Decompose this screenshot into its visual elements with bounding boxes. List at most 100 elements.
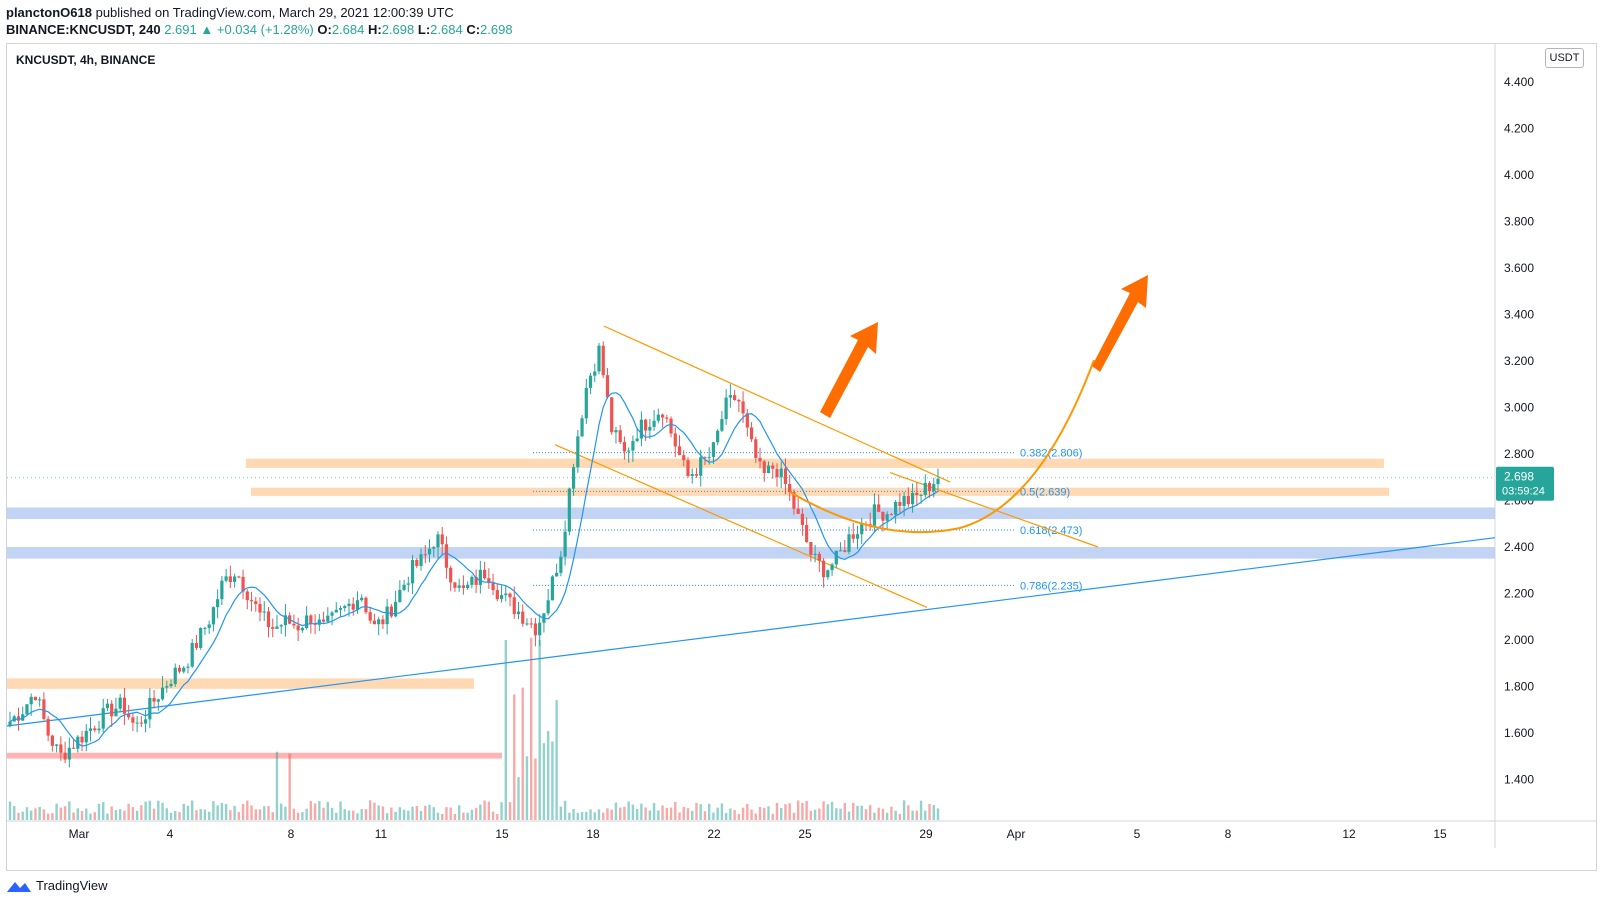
volume-bar	[847, 811, 851, 820]
candle-body	[211, 607, 215, 625]
candle-body	[923, 482, 927, 495]
volume-bar	[68, 801, 71, 820]
currency-button[interactable]: USDT	[1545, 48, 1584, 68]
volume-bar	[343, 809, 346, 820]
candle-body	[491, 583, 495, 591]
candle-body	[389, 606, 393, 617]
volume-bar	[826, 804, 830, 820]
candle-body	[482, 569, 487, 579]
candle-body	[220, 580, 224, 600]
volume-bar	[864, 809, 868, 820]
volume-bar	[445, 807, 448, 820]
volume-bar	[652, 803, 656, 820]
candle-body	[71, 747, 76, 749]
candle-body	[754, 439, 758, 458]
volume-bar	[763, 807, 766, 820]
candle-body	[368, 612, 372, 621]
volume-bar	[436, 812, 440, 820]
candle-body	[720, 419, 724, 431]
zone-support	[7, 547, 1495, 559]
volume-bar	[51, 813, 54, 820]
zone-resistance	[246, 458, 1384, 468]
volume-bar	[462, 812, 465, 820]
volume-bar	[424, 805, 427, 820]
volume-bar	[110, 806, 113, 820]
volume-bar	[72, 812, 75, 820]
volume-bar	[733, 810, 736, 820]
volume-bar	[610, 809, 613, 820]
ohlc-line: BINANCE:KNCUSDT, 240 2.691 ▲ +0.034 (+1.…	[6, 22, 513, 37]
volume-bar	[407, 810, 410, 820]
target-arrow-icon	[1092, 275, 1148, 372]
volume-bar	[63, 806, 67, 820]
candle-body	[165, 686, 169, 688]
volume-bar	[635, 808, 639, 820]
candle-body	[665, 417, 669, 419]
volume-bar	[767, 806, 770, 820]
volume-bar	[356, 813, 359, 820]
candle-body	[614, 430, 618, 433]
candle-body	[487, 578, 491, 584]
candle-body	[355, 600, 360, 610]
candle-body	[597, 345, 601, 372]
volume-bar	[381, 806, 385, 820]
candle-body	[84, 730, 88, 743]
volume-bar	[703, 811, 707, 820]
volume-bar	[513, 694, 516, 820]
volume-bar	[678, 812, 681, 820]
volume-bar	[936, 808, 940, 820]
candle-body	[29, 696, 33, 705]
volume-bar	[754, 813, 757, 820]
volume-bar	[123, 810, 126, 820]
volume-bar	[322, 807, 325, 820]
candle-body	[25, 704, 29, 715]
volume-bar	[623, 806, 626, 820]
volume-bar	[169, 812, 173, 820]
candle-body	[97, 728, 101, 731]
author-name[interactable]: planctonO618	[6, 5, 92, 20]
candle-body	[915, 492, 919, 496]
volume-bar	[563, 800, 567, 820]
candle-body	[906, 496, 910, 505]
candle-body	[313, 623, 317, 625]
volume-bar	[657, 810, 660, 820]
volume-bar	[313, 803, 317, 820]
volume-bar	[589, 809, 592, 820]
candle-body	[605, 375, 610, 398]
candle-body	[635, 438, 639, 442]
chart-frame[interactable]	[6, 43, 1597, 871]
volume-bar	[919, 800, 923, 820]
volume-bar	[674, 801, 677, 820]
candle-body	[444, 544, 449, 568]
volume-bar	[165, 808, 168, 820]
volume-bar	[93, 812, 96, 820]
candle-body	[639, 419, 643, 439]
price-tick-label: 3.000	[1504, 401, 1534, 415]
candle-body	[936, 478, 940, 485]
volume-bar	[784, 804, 787, 820]
candle-body	[114, 708, 118, 717]
candle-body	[305, 615, 309, 629]
volume-bar	[17, 812, 20, 820]
tradingview-footer[interactable]: TradingView	[6, 878, 108, 893]
candle-body	[296, 625, 300, 631]
volume-bar	[796, 800, 800, 820]
candle-body	[88, 728, 93, 731]
volume-bar	[720, 803, 724, 820]
publish-info: published on TradingView.com, March 29, …	[95, 5, 454, 20]
volume-bar	[559, 806, 563, 820]
candle-body	[932, 484, 936, 492]
candle-body	[338, 608, 343, 610]
candle-body	[555, 572, 559, 577]
candle-body	[902, 496, 906, 506]
candle-body	[93, 728, 97, 731]
volume-bar	[928, 803, 931, 820]
time-tick-label: 18	[586, 827, 600, 841]
candle-body	[131, 717, 135, 723]
candle-body	[249, 600, 254, 602]
candle-body	[169, 683, 173, 687]
zone-resistance	[7, 678, 474, 689]
candle-body	[707, 456, 711, 458]
volume-bar	[258, 809, 262, 820]
